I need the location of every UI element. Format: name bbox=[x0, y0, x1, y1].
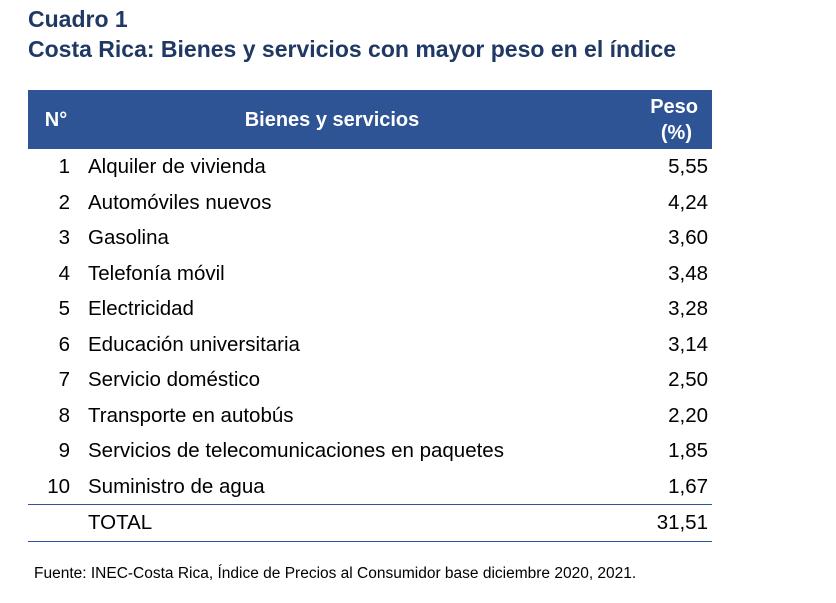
header-item: Bienes y servicios bbox=[84, 90, 580, 149]
row-item: Servicio doméstico bbox=[88, 368, 261, 391]
header-peso: Peso (%) bbox=[580, 90, 712, 149]
table-row: 4 Telefonía móvil 3,48 bbox=[28, 256, 712, 292]
row-peso: 3,60 bbox=[668, 226, 708, 249]
row-item: Alquiler de vivienda bbox=[88, 155, 266, 178]
row-peso: 1,67 bbox=[668, 474, 708, 498]
row-peso: 1,85 bbox=[668, 439, 708, 462]
total-label: TOTAL bbox=[84, 504, 580, 542]
table-row: 8 Transporte en autobús 2,20 bbox=[28, 398, 712, 434]
row-number: 2 bbox=[58, 190, 70, 214]
data-table: N° Bienes y servicios Peso (%) 1 Alquiler … bbox=[28, 90, 712, 542]
row-peso: 3,28 bbox=[668, 297, 708, 320]
row-number: 6 bbox=[58, 332, 70, 356]
row-item: Educación universitaria bbox=[88, 332, 300, 356]
row-item: Telefonía móvil bbox=[88, 261, 225, 285]
title-line-1: Cuadro 1 bbox=[28, 6, 128, 32]
table-row: 10 Suministro de agua 1,67 bbox=[28, 469, 712, 505]
header-num: N° bbox=[28, 90, 84, 149]
row-number: 4 bbox=[58, 261, 70, 285]
total-blank-cell bbox=[28, 504, 84, 542]
row-number: 10 bbox=[47, 474, 70, 498]
table-row: 9 Servicios de telecomunicaciones en paqu… bbox=[28, 433, 712, 469]
row-item: Automóviles nuevos bbox=[88, 190, 272, 214]
row-peso: 5,55 bbox=[668, 155, 708, 178]
row-peso: 3,48 bbox=[668, 261, 708, 285]
table-row: 1 Alquiler de vivienda 5,55 bbox=[28, 149, 712, 185]
table-header: N° Bienes y servicios Peso (%) bbox=[28, 90, 712, 149]
title-line-2: Costa Rica: Bienes y servicios con mayor… bbox=[28, 36, 677, 62]
row-number: 8 bbox=[58, 403, 70, 427]
total-row: TOTAL 31,51 bbox=[28, 504, 712, 542]
source-note: Fuente: INEC-Costa Rica, Índice de Preci… bbox=[34, 565, 637, 582]
header-row: N° Bienes y servicios Peso (%) bbox=[28, 90, 712, 149]
table-row: 2 Automóviles nuevos 4,24 bbox=[28, 185, 712, 221]
row-item: Servicios de telecomunicaciones en paque… bbox=[88, 439, 504, 462]
total-value: 31,51 bbox=[580, 504, 712, 542]
table-body: 1 Alquiler de vivienda 5,55 2 Automóviles nu… bbox=[28, 149, 712, 542]
row-number: 7 bbox=[58, 368, 70, 391]
row-item: Suministro de agua bbox=[88, 474, 265, 498]
page-title: Cuadro 1 Costa Rica: Bienes y servicios … bbox=[28, 4, 836, 64]
row-peso: 4,24 bbox=[668, 190, 708, 214]
row-number: 1 bbox=[58, 155, 70, 178]
row-peso: 3,14 bbox=[668, 332, 708, 356]
table-row: 5 Electricidad 3,28 bbox=[28, 291, 712, 327]
table-row: 7 Servicio doméstico 2,50 bbox=[28, 362, 712, 398]
row-peso: 2,20 bbox=[668, 403, 708, 427]
data-table-container: N° Bienes y servicios Peso (%) 1 Alquiler … bbox=[28, 90, 712, 542]
row-item: Gasolina bbox=[88, 226, 169, 249]
row-number: 3 bbox=[58, 226, 70, 249]
table-row: 6 Educación universitaria 3,14 bbox=[28, 327, 712, 363]
row-peso: 2,50 bbox=[668, 368, 708, 391]
row-item: Electricidad bbox=[88, 297, 194, 320]
row-number: 9 bbox=[58, 439, 70, 462]
row-number: 5 bbox=[58, 297, 70, 320]
table-row: 3 Gasolina 3,60 bbox=[28, 220, 712, 256]
row-item: Transporte en autobús bbox=[88, 403, 294, 427]
